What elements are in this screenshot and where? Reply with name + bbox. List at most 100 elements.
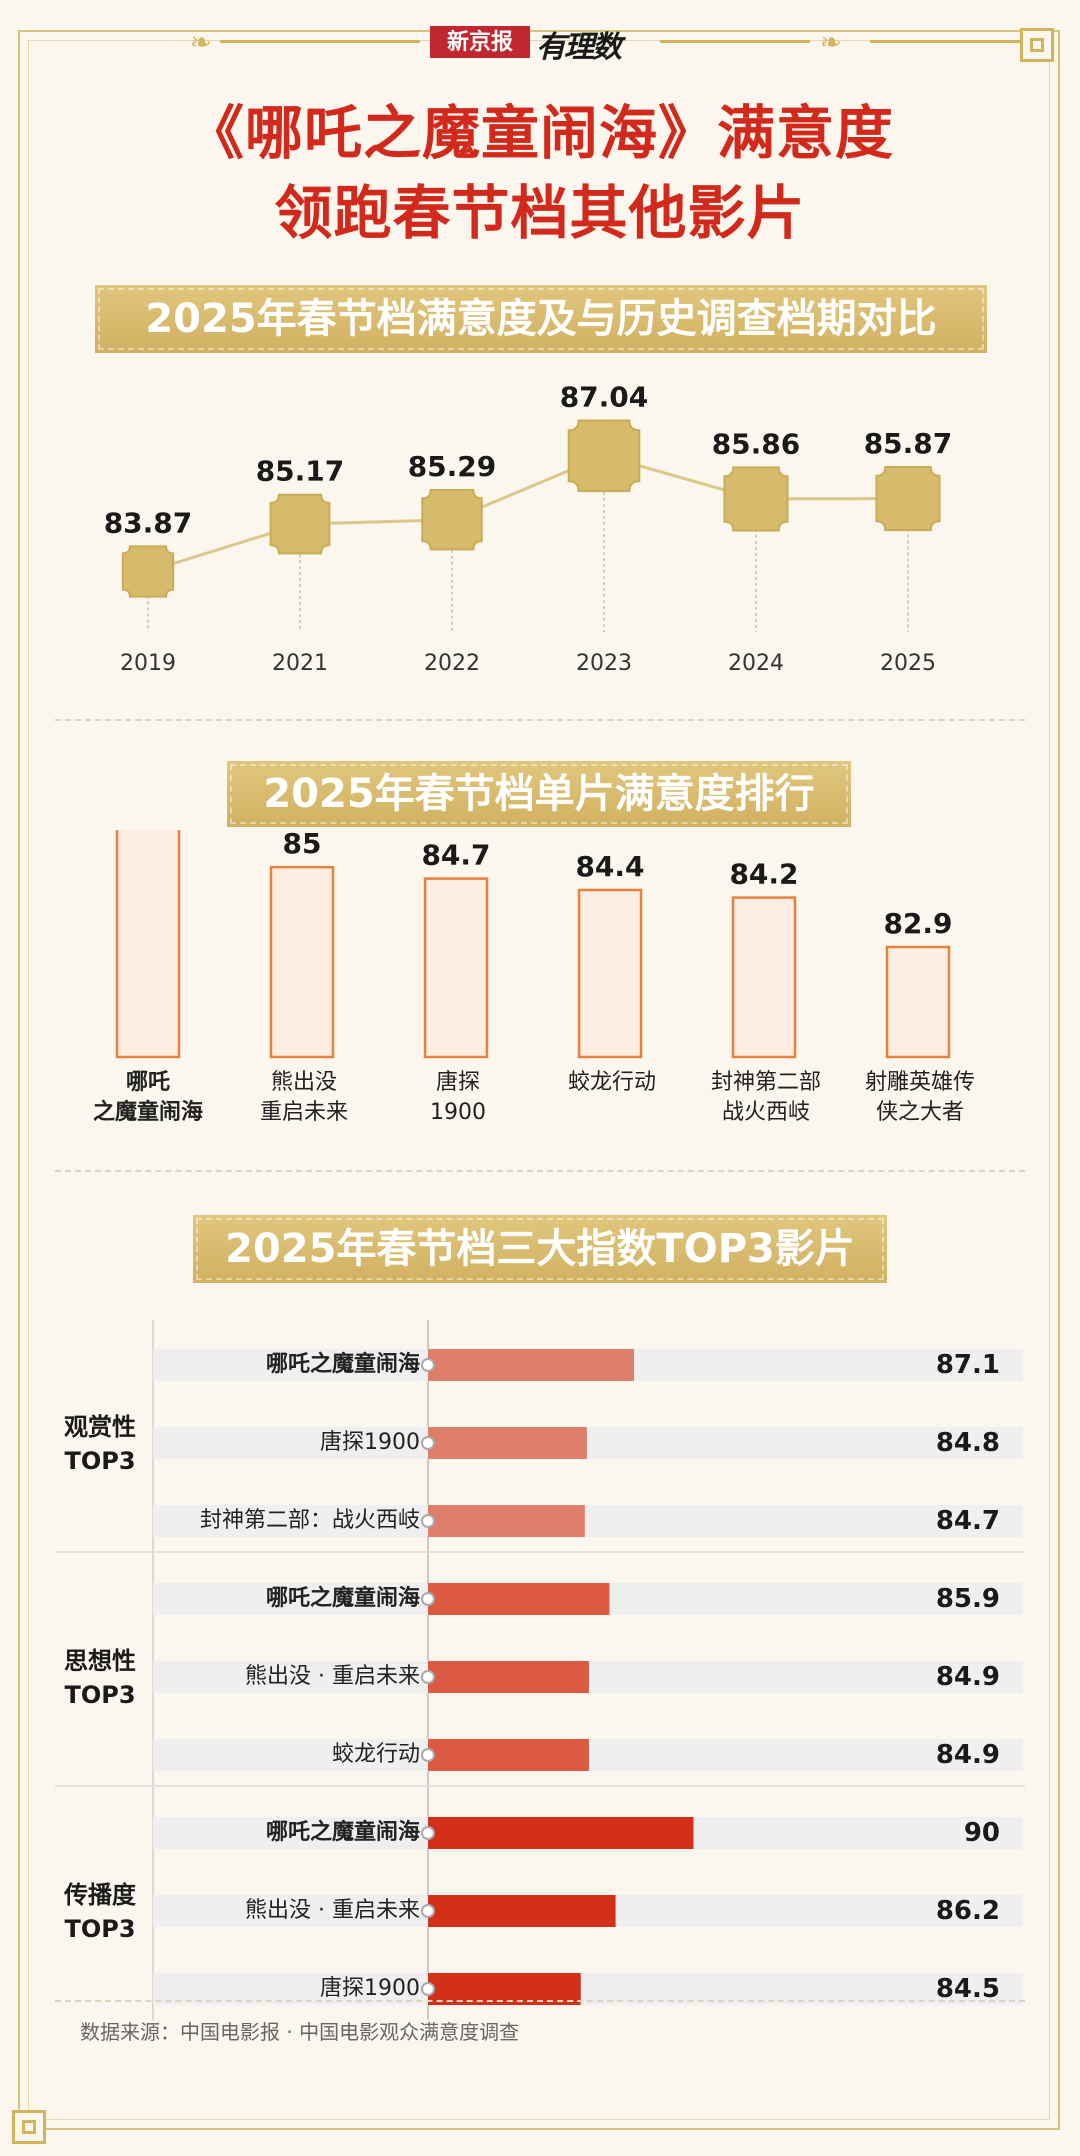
- film-label: 蛟龙行动: [331, 1742, 420, 1767]
- row-dot: [421, 1514, 435, 1528]
- film-label: 唐探1900: [320, 1430, 420, 1455]
- data-label: 87.04: [560, 381, 649, 414]
- data-label: 85.29: [408, 450, 497, 483]
- section-banner-2: 2025年春节档单片满意度排行: [224, 758, 854, 830]
- section-banner-3: 2025年春节档三大指数TOP3影片: [190, 1212, 890, 1286]
- value-label: 84.7: [935, 1506, 1000, 1536]
- page-title-line2: 领跑春节档其他影片: [274, 179, 806, 247]
- corner-ornament-bl: [12, 2110, 46, 2144]
- row-dot: [421, 1904, 435, 1918]
- index-bar: [428, 1739, 589, 1771]
- index-bar: [428, 1817, 694, 1849]
- bar-value-label: 85: [283, 830, 322, 860]
- data-point: [421, 488, 483, 551]
- header-rule-left: [220, 40, 420, 43]
- film-label: 哪吒之魔童闹海: [265, 1352, 420, 1377]
- data-point: [567, 419, 641, 493]
- bar: [269, 865, 335, 1059]
- data-point-marker: [723, 466, 789, 532]
- film-label: 熊出没 · 重启未来: [245, 1898, 420, 1923]
- data-source-note: 数据来源：中国电影报 · 中国电影观众满意度调查: [80, 2020, 520, 2044]
- bar-value-label: 82.9: [883, 907, 952, 940]
- bar-category-label: 哪吒 之魔童闹海: [92, 1070, 203, 1125]
- row-track: [153, 1505, 1023, 1537]
- value-label: 87.1: [935, 1350, 1000, 1380]
- row-dot: [421, 1592, 435, 1606]
- index-bar: [428, 1973, 581, 2005]
- row-dot: [421, 1982, 435, 1996]
- data-point: [121, 545, 175, 598]
- line-chart: 83.87 2019 85.17 2021 85.29 2022 87.04 2023 85.8…: [104, 381, 953, 676]
- x-tick-label: 2022: [424, 651, 480, 676]
- value-label: 84.8: [935, 1428, 1000, 1458]
- data-label: 85.87: [864, 427, 953, 460]
- index-bar: [428, 1895, 616, 1927]
- sub-brand-logo: 有理数: [536, 30, 622, 65]
- film-label: 熊出没 · 重启未来: [245, 1664, 420, 1689]
- section-title-1: 2025年春节档满意度及与历史调查档期对比: [145, 296, 937, 342]
- bar-value-label: 84.2: [729, 858, 798, 891]
- section-title-3: 2025年春节档三大指数TOP3影片: [225, 1226, 855, 1272]
- row-dot: [421, 1670, 435, 1684]
- x-tick-label: 2021: [272, 651, 328, 676]
- row-track: [153, 1973, 1023, 2005]
- bar: [577, 888, 643, 1059]
- data-point: [723, 466, 789, 532]
- value-label: 84.5: [935, 1974, 1000, 2004]
- data-point: [875, 465, 941, 532]
- row-track: [153, 1427, 1023, 1459]
- brand-logo: 新京报: [430, 26, 530, 58]
- value-label: 84.9: [935, 1740, 1000, 1770]
- bar-chart: 87.38584.784.484.282.9: [115, 830, 953, 1059]
- index-group-label: 观赏性 TOP3: [64, 1413, 136, 1475]
- index-group-label: 传播度 TOP3: [64, 1881, 136, 1943]
- x-tick-label: 2019: [120, 651, 176, 676]
- section-divider-1: [55, 719, 1025, 721]
- data-point-marker: [269, 493, 331, 555]
- row-dot: [421, 1436, 435, 1450]
- index-bar: [428, 1583, 610, 1615]
- index-group-label: 思想性 TOP3: [64, 1647, 136, 1709]
- film-label: 唐探1900: [320, 1976, 420, 2001]
- header-rule-right: [660, 40, 810, 43]
- data-label: 83.87: [104, 506, 193, 539]
- bar-category-label: 封神第二部 战火西岐: [710, 1070, 821, 1125]
- bar-value-label: 84.4: [575, 850, 644, 883]
- row-dot: [421, 1748, 435, 1762]
- page-title-line1: 《哪吒之魔童闹海》满意度: [185, 99, 894, 167]
- corner-ornament-tr: [1020, 28, 1054, 62]
- value-label: 85.9: [935, 1584, 1000, 1614]
- section-divider-3: [55, 2000, 1025, 2002]
- page-frame-inner: [28, 40, 1050, 2120]
- cloud-ornament-right: ❧: [820, 28, 842, 58]
- data-point-marker: [567, 419, 641, 493]
- data-point-marker: [121, 545, 175, 598]
- data-point-marker: [421, 488, 483, 551]
- bar: [885, 945, 951, 1059]
- bar-category-label: 蛟龙行动: [567, 1070, 656, 1095]
- x-tick-label: 2023: [576, 651, 632, 676]
- film-label: 哪吒之魔童闹海: [265, 1820, 420, 1845]
- section-divider-2: [55, 1170, 1025, 1172]
- bar-category-label: 唐探 1900: [430, 1070, 486, 1125]
- header-rule-far-right: [870, 40, 1020, 43]
- bar-category-label: 熊出没 重启未来: [259, 1070, 348, 1125]
- x-tick-label: 2025: [880, 651, 936, 676]
- bar: [115, 830, 181, 1059]
- row-dot: [421, 1358, 435, 1372]
- data-point-marker: [875, 465, 941, 532]
- page-frame: [18, 30, 1060, 2130]
- film-label: 封神第二部：战火西岐: [199, 1508, 420, 1533]
- data-point: [269, 493, 331, 555]
- index-bar: [428, 1661, 589, 1693]
- x-tick-label: 2024: [728, 651, 784, 676]
- section-banner-1: 2025年春节档满意度及与历史调查档期对比: [92, 282, 990, 356]
- value-label: 90: [963, 1818, 1000, 1848]
- bar-category-label: 射雕英雄传 侠之大者: [864, 1070, 975, 1125]
- hbar-chart: [55, 1320, 1025, 2020]
- bar: [731, 896, 797, 1059]
- section-title-2: 2025年春节档单片满意度排行: [263, 771, 815, 817]
- data-label: 85.86: [712, 427, 801, 460]
- cloud-ornament-left: ❧: [190, 28, 212, 58]
- data-label: 85.17: [256, 455, 345, 488]
